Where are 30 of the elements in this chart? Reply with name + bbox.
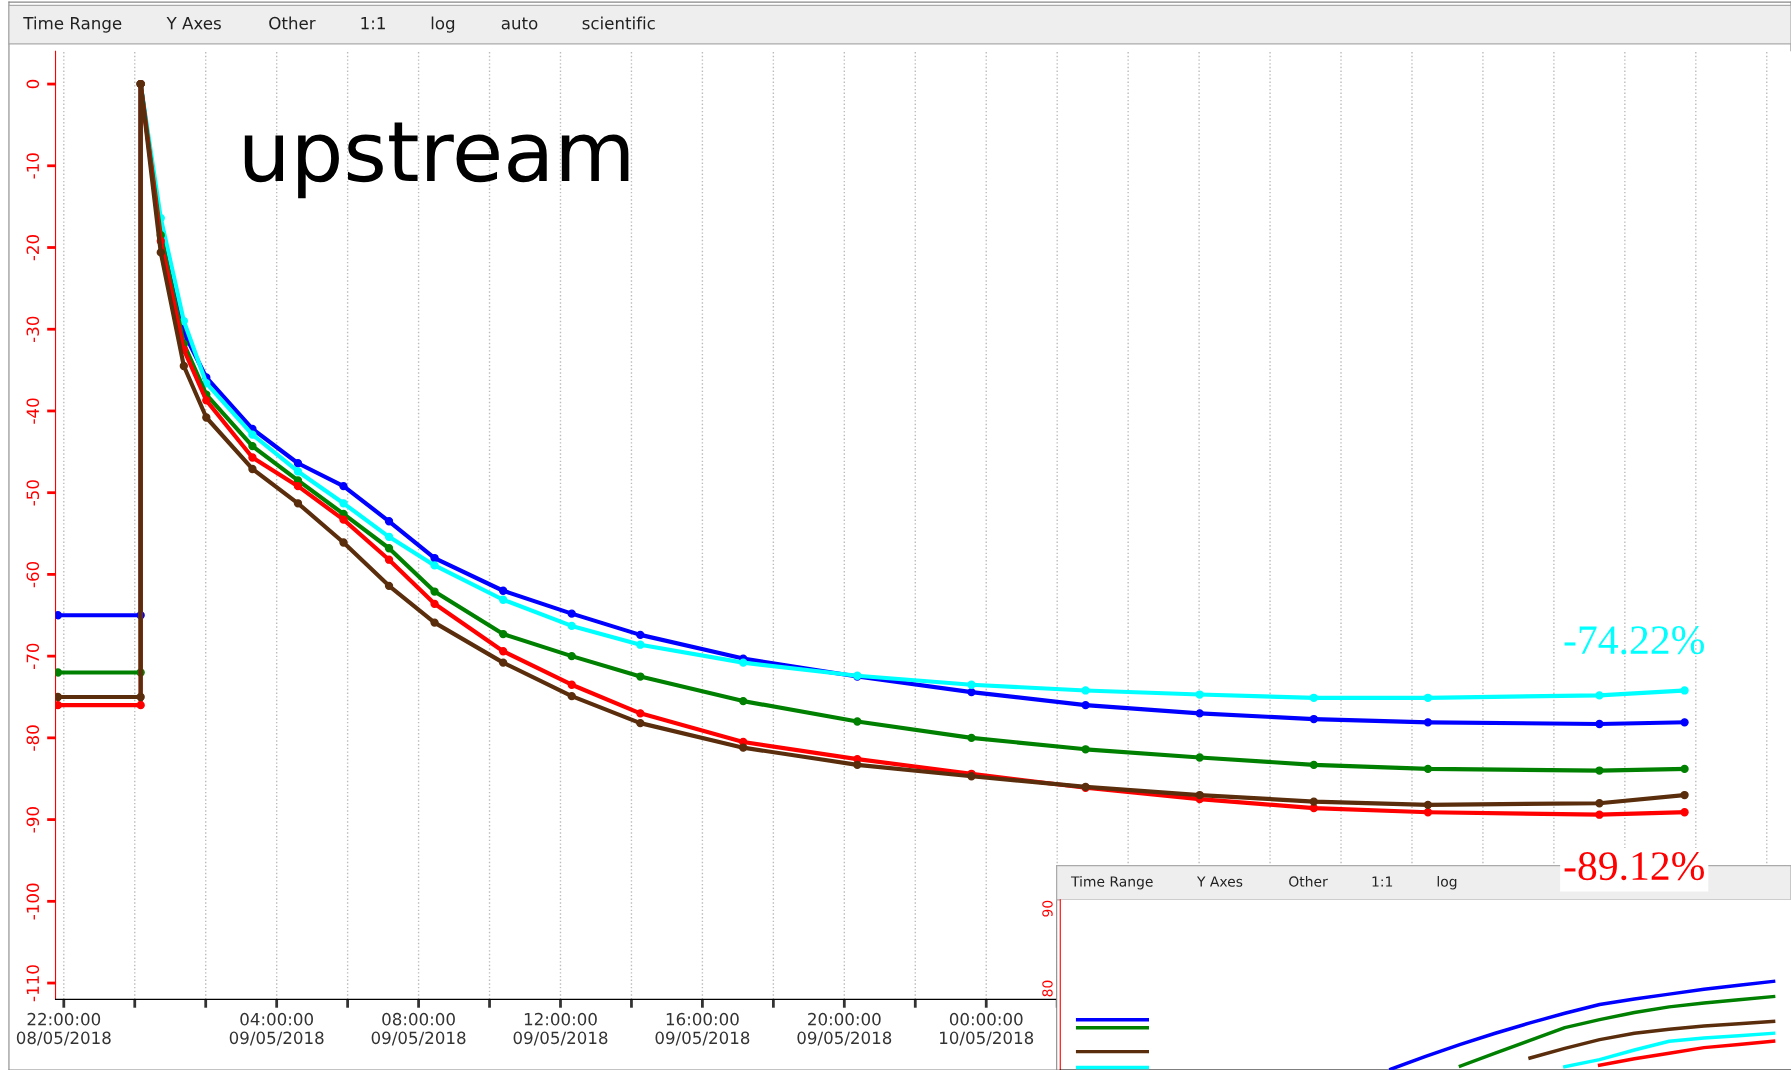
text: log [431, 16, 455, 33]
y-tick-label: -100 [26, 883, 40, 920]
x-tick-label: 22:00:00 08/05/2018 [16, 1012, 111, 1046]
annotation: -74.22% [1564, 626, 1704, 655]
x-tick-label: 12:00:00 09/05/2018 [513, 1012, 608, 1046]
x-tick-label: 16:00:00 09/05/2018 [655, 1012, 750, 1046]
annotation: upstream [244, 122, 629, 199]
y-tick-label: 90 [1042, 900, 1053, 917]
y-tick-label: -70 [26, 643, 40, 669]
y-tick-label: -60 [26, 561, 40, 588]
x-tick-label: 08:00:00 09/05/2018 [371, 1012, 466, 1046]
y-tick-label: 80 [1042, 980, 1053, 997]
y-tick-label: -110 [26, 965, 40, 1002]
y-tick-label: -90 [26, 807, 40, 833]
text: 1:1 [361, 17, 385, 30]
x-tick-label: 00:00:00 10/05/2018 [940, 1012, 1034, 1046]
y-tick-label: -50 [26, 480, 40, 506]
x-tick-label: 20:00:00 09/05/2018 [797, 1012, 892, 1046]
y-tick-label: 0 [26, 79, 40, 89]
text: auto [501, 17, 538, 30]
text: Time Range [23, 16, 122, 33]
y-tick-label: -20 [26, 235, 40, 261]
x-tick-label: 04:00:00 09/05/2018 [229, 1012, 324, 1046]
text: Y Axes [166, 17, 221, 30]
y-tick-label: -40 [26, 398, 40, 424]
text: scientific [582, 16, 655, 30]
y-tick-label: -80 [26, 725, 40, 751]
y-tick-label: -10 [26, 153, 40, 179]
y-tick-label: -30 [26, 316, 40, 343]
text: Other [269, 16, 316, 30]
